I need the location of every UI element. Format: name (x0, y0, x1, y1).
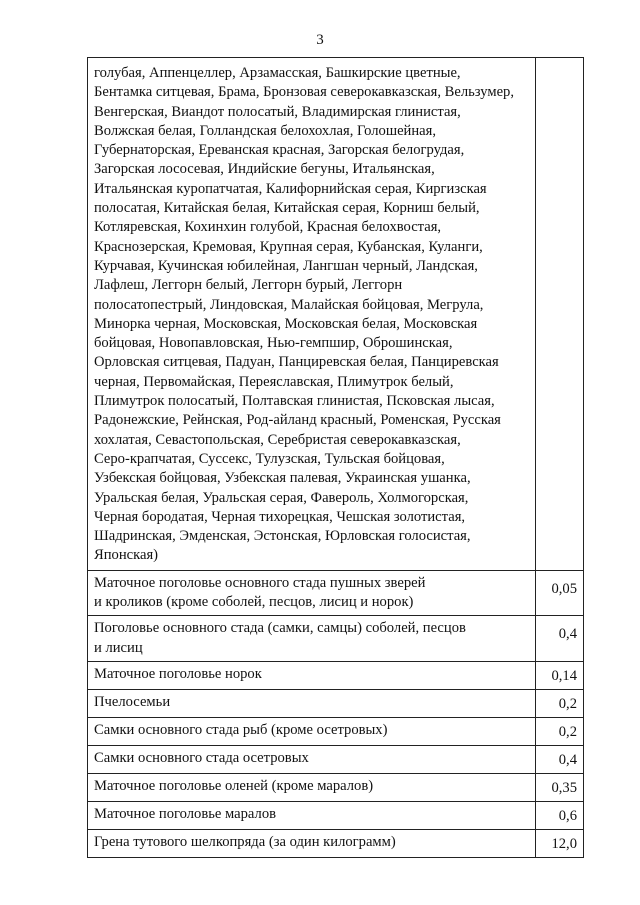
breeds-line: полосатопестрый, Линдовская, Малайская б… (94, 296, 484, 313)
item-value-cell: 12,0 (535, 828, 584, 858)
item-name-line: Самки основного стада осетровых (94, 749, 309, 766)
item-name-line: и лисиц (94, 639, 143, 656)
item-name-line: Маточное поголовье маралов (94, 805, 277, 822)
item-value-cell: 0,2 (535, 716, 584, 746)
breeds-line: полосатая, Китайская белая, Китайская се… (94, 200, 480, 217)
table-row: Пчелосемьи 0,2 (87, 688, 584, 718)
breeds-line: Краснозерская, Кремовая, Крупная серая, … (94, 238, 483, 255)
item-name-line: Грена тутового шелкопряда (за один килог… (94, 833, 396, 850)
item-name-cell: Поголовье основного стада (самки, самцы)… (87, 615, 536, 662)
breeds-line: Плимутрок полосатый, Полтавская глиниста… (94, 393, 495, 410)
item-name-line: Самки основного стада рыб (кроме осетров… (94, 721, 388, 738)
item-name-cell: Маточное поголовье маралов (87, 800, 536, 830)
rates-table: голубая, Аппенцеллер, Арзамасская, Башки… (87, 57, 584, 858)
item-name-line: Пчелосемьи (94, 693, 171, 710)
breeds-line: хохлатая, Севастопольская, Серебристая с… (94, 431, 461, 448)
breeds-line: Волжская белая, Голландская белохохлая, … (94, 122, 437, 139)
breeds-line: Минорка черная, Московская, Московская б… (94, 315, 478, 332)
table-row: Маточное поголовье норок 0,14 (87, 660, 584, 690)
item-name-cell: Самки основного стада осетровых (87, 744, 536, 774)
breeds-line: Японская) (94, 547, 159, 564)
item-name-cell: Маточное поголовье норок (87, 660, 536, 690)
table-row: Маточное поголовье оленей (кроме маралов… (87, 772, 584, 802)
breeds-line: Губернаторская, Ереванская красная, Заго… (94, 142, 465, 159)
item-name-cell: Маточное поголовье оленей (кроме маралов… (87, 772, 536, 802)
breeds-line: Черная бородатая, Черная тихорецкая, Чеш… (94, 508, 466, 525)
table-row: Самки основного стада рыб (кроме осетров… (87, 716, 584, 746)
item-name-line: Маточное поголовье оленей (кроме маралов… (94, 777, 374, 794)
breeds-line: бойцовая, Новопавловская, Нью-гемпшир, О… (94, 335, 453, 352)
value-cell-empty (535, 57, 584, 571)
item-name-line: Маточное поголовье основного стада пушны… (94, 574, 426, 591)
breeds-line: Итальянская куропатчатая, Калифорнийская… (94, 180, 487, 197)
item-value-cell: 0,35 (535, 772, 584, 802)
item-name-cell: Маточное поголовье основного стада пушны… (87, 569, 536, 617)
item-value-cell: 0,4 (535, 744, 584, 774)
table-row: Самки основного стада осетровых 0,4 (87, 744, 584, 774)
breeds-line: Курчавая, Кучинская юбилейная, Лангшан ч… (94, 257, 478, 274)
table-row: Поголовье основного стада (самки, самцы)… (87, 615, 584, 662)
breeds-line: Узбекская бойцовая, Узбекская палевая, У… (94, 470, 471, 487)
item-name-line: Маточное поголовье норок (94, 665, 262, 682)
item-name-cell: Пчелосемьи (87, 688, 536, 718)
breeds-line: Бентамка ситцевая, Брама, Бронзовая севе… (94, 84, 514, 101)
breeds-line: Радонежские, Рейнская, Род-айланд красны… (94, 412, 501, 429)
breeds-line: Орловская ситцевая, Падуан, Панциревская… (94, 354, 499, 371)
breeds-line: Венгерская, Виандот полосатый, Владимирс… (94, 103, 461, 120)
table-row-breeds: голубая, Аппенцеллер, Арзамасская, Башки… (87, 57, 584, 571)
item-name-line: и кроликов (кроме соболей, песцов, лисиц… (94, 594, 414, 611)
table-row: Маточное поголовье маралов 0,6 (87, 800, 584, 830)
page-number: 3 (316, 32, 324, 48)
breeds-line: Лафлеш, Леггорн белый, Леггорн бурый, Ле… (94, 277, 403, 294)
item-value-cell: 0,14 (535, 660, 584, 690)
item-value-cell: 0,6 (535, 800, 584, 830)
breeds-line: Серо-крапчатая, Суссекс, Тулузская, Туль… (94, 450, 445, 467)
item-name-line: Поголовье основного стада (самки, самцы)… (94, 620, 466, 637)
item-value-cell: 0,4 (535, 615, 584, 662)
breeds-cell: голубая, Аппенцеллер, Арзамасская, Башки… (87, 57, 536, 571)
item-name-cell: Грена тутового шелкопряда (за один килог… (87, 828, 536, 858)
breeds-line: Уральская белая, Уральская серая, Фаверо… (94, 489, 469, 506)
breeds-line: голубая, Аппенцеллер, Арзамасская, Башки… (94, 65, 461, 81)
breeds-line: черная, Первомайская, Переяславская, Пли… (94, 373, 454, 390)
breeds-line: Котляревская, Кохинхин голубой, Красная … (94, 219, 442, 236)
breeds-line: Загорская лососевая, Индийские бегуны, И… (94, 161, 435, 178)
item-value-cell: 0,2 (535, 688, 584, 718)
table-row: Грена тутового шелкопряда (за один килог… (87, 828, 584, 858)
table-row: Маточное поголовье основного стада пушны… (87, 569, 584, 617)
item-name-cell: Самки основного стада рыб (кроме осетров… (87, 716, 536, 746)
breeds-line: Шадринская, Эмденская, Эстонская, Юрловс… (94, 528, 471, 545)
item-value-cell: 0,05 (535, 569, 584, 617)
